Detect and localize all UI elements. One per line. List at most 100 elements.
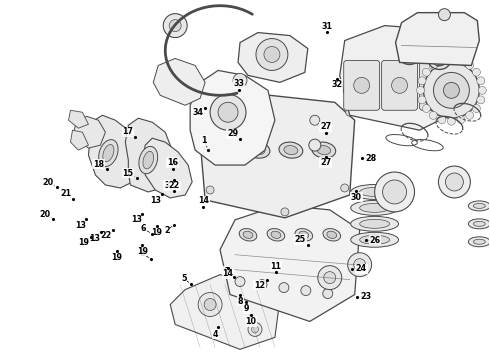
Ellipse shape <box>323 229 341 241</box>
Text: 31: 31 <box>321 22 333 31</box>
Text: 16: 16 <box>167 158 178 167</box>
Text: 17: 17 <box>122 127 133 136</box>
Ellipse shape <box>98 140 118 167</box>
Circle shape <box>198 293 222 316</box>
Ellipse shape <box>239 229 257 241</box>
Polygon shape <box>190 71 275 165</box>
FancyBboxPatch shape <box>343 60 380 110</box>
Ellipse shape <box>279 142 303 158</box>
Text: 22: 22 <box>169 181 180 190</box>
Circle shape <box>445 173 464 191</box>
Text: 7: 7 <box>224 267 230 276</box>
Circle shape <box>169 20 181 32</box>
Text: 6: 6 <box>140 249 145 258</box>
Circle shape <box>354 259 366 271</box>
Circle shape <box>235 276 245 287</box>
Text: 1: 1 <box>201 136 206 145</box>
Circle shape <box>318 266 342 289</box>
Circle shape <box>211 101 219 109</box>
Ellipse shape <box>473 203 485 208</box>
Text: 27: 27 <box>320 158 331 167</box>
Polygon shape <box>153 58 205 105</box>
Circle shape <box>346 108 354 116</box>
Polygon shape <box>395 13 479 66</box>
Circle shape <box>324 272 336 284</box>
Ellipse shape <box>468 219 490 229</box>
Circle shape <box>429 61 437 69</box>
Text: 19: 19 <box>78 238 89 247</box>
Text: 4: 4 <box>213 330 219 339</box>
Circle shape <box>204 298 216 310</box>
Circle shape <box>418 96 426 104</box>
Text: 19: 19 <box>112 253 122 262</box>
Circle shape <box>447 55 455 63</box>
Text: 15: 15 <box>122 169 133 178</box>
Ellipse shape <box>284 145 298 155</box>
Text: 20: 20 <box>43 178 53 187</box>
Circle shape <box>233 73 247 87</box>
Circle shape <box>457 57 465 65</box>
Ellipse shape <box>251 145 265 155</box>
Circle shape <box>163 14 187 37</box>
Polygon shape <box>340 26 471 130</box>
Circle shape <box>309 139 321 151</box>
Text: 14: 14 <box>222 269 233 278</box>
Ellipse shape <box>351 232 398 247</box>
Circle shape <box>281 208 289 216</box>
Circle shape <box>257 280 267 289</box>
Ellipse shape <box>299 231 309 238</box>
Circle shape <box>383 180 407 204</box>
Text: 9: 9 <box>244 304 249 313</box>
Circle shape <box>264 46 280 62</box>
Circle shape <box>457 116 465 124</box>
Text: 12: 12 <box>254 280 265 289</box>
Circle shape <box>466 111 473 119</box>
Ellipse shape <box>246 142 270 158</box>
FancyBboxPatch shape <box>419 60 455 110</box>
Circle shape <box>472 104 480 112</box>
Text: 26: 26 <box>369 236 381 245</box>
Circle shape <box>443 82 460 98</box>
Text: 20: 20 <box>39 210 50 219</box>
Ellipse shape <box>243 231 253 238</box>
Polygon shape <box>200 95 355 218</box>
Ellipse shape <box>267 229 285 241</box>
Ellipse shape <box>360 203 390 212</box>
Ellipse shape <box>213 142 237 158</box>
Polygon shape <box>238 32 308 82</box>
Text: 13: 13 <box>131 215 142 224</box>
Ellipse shape <box>312 142 336 158</box>
Ellipse shape <box>271 231 281 238</box>
Polygon shape <box>125 118 172 192</box>
Text: 19: 19 <box>151 228 163 237</box>
Text: 6: 6 <box>141 224 146 233</box>
Ellipse shape <box>317 145 331 155</box>
Circle shape <box>375 172 415 212</box>
Circle shape <box>310 115 320 125</box>
Ellipse shape <box>143 151 154 169</box>
Circle shape <box>478 86 486 94</box>
Polygon shape <box>74 116 105 148</box>
Text: 18: 18 <box>93 160 104 169</box>
Text: 11: 11 <box>270 262 281 271</box>
Text: 13: 13 <box>150 195 162 204</box>
Text: 32: 32 <box>331 80 343 89</box>
Ellipse shape <box>468 237 490 247</box>
Ellipse shape <box>360 219 390 228</box>
Text: 10: 10 <box>245 317 256 326</box>
Circle shape <box>438 116 446 124</box>
Text: 33: 33 <box>234 80 245 89</box>
Ellipse shape <box>218 145 232 155</box>
Polygon shape <box>220 205 360 321</box>
Ellipse shape <box>295 229 313 241</box>
Circle shape <box>477 96 485 104</box>
Circle shape <box>301 285 311 296</box>
Text: 29: 29 <box>227 129 238 138</box>
Circle shape <box>447 117 455 125</box>
Circle shape <box>439 9 450 21</box>
Text: 14: 14 <box>198 196 209 205</box>
Circle shape <box>477 77 485 85</box>
Text: 22: 22 <box>100 231 112 240</box>
Ellipse shape <box>473 239 485 244</box>
Circle shape <box>248 323 262 336</box>
